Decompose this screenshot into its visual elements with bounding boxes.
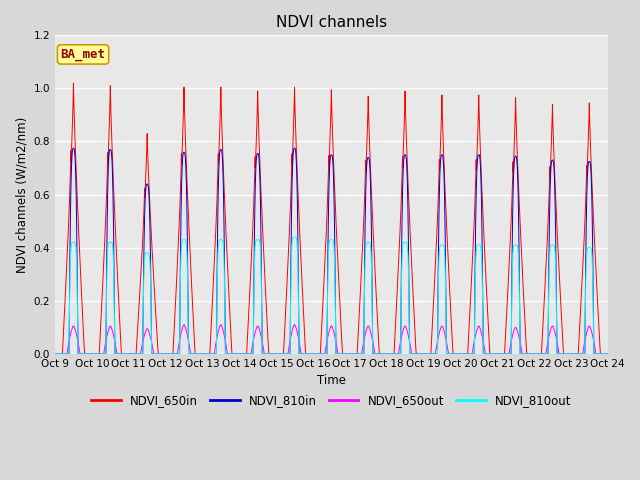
NDVI_650out — [172, 351, 180, 357]
NDVI_810out — [111, 351, 119, 357]
NDVI_810in — [184, 271, 191, 277]
NDVI_650in — [51, 351, 59, 357]
NDVI_810in — [344, 351, 351, 357]
NDVI_810out — [184, 285, 191, 291]
Legend: NDVI_650in, NDVI_810in, NDVI_650out, NDVI_810out: NDVI_650in, NDVI_810in, NDVI_650out, NDV… — [86, 389, 576, 411]
NDVI_810out — [172, 351, 180, 357]
NDVI_650in — [184, 196, 191, 202]
Line: NDVI_810out: NDVI_810out — [55, 237, 608, 354]
NDVI_650out — [344, 351, 351, 357]
NDVI_810out — [291, 234, 298, 240]
Y-axis label: NDVI channels (W/m2/nm): NDVI channels (W/m2/nm) — [15, 117, 28, 273]
NDVI_650in — [111, 224, 119, 230]
NDVI_810out — [51, 351, 59, 357]
NDVI_650in — [344, 351, 351, 357]
NDVI_650in — [68, 114, 76, 120]
NDVI_810out — [344, 351, 351, 357]
NDVI_810in — [604, 351, 612, 357]
NDVI_650out — [604, 351, 612, 357]
Line: NDVI_650out: NDVI_650out — [55, 324, 608, 354]
NDVI_810out — [604, 351, 612, 357]
Line: NDVI_810in: NDVI_810in — [55, 148, 608, 354]
Text: BA_met: BA_met — [61, 48, 106, 61]
NDVI_810out — [531, 351, 538, 357]
NDVI_810in — [70, 145, 77, 151]
Line: NDVI_650in: NDVI_650in — [55, 83, 608, 354]
NDVI_650in — [172, 284, 180, 290]
NDVI_810out — [68, 240, 76, 245]
Title: NDVI channels: NDVI channels — [276, 15, 387, 30]
NDVI_650out — [111, 341, 119, 347]
NDVI_810in — [531, 351, 538, 357]
NDVI_650in — [531, 351, 538, 357]
NDVI_810in — [68, 146, 76, 152]
NDVI_650in — [70, 80, 77, 86]
NDVI_650out — [184, 334, 191, 340]
NDVI_650out — [531, 351, 538, 357]
NDVI_650in — [604, 351, 612, 357]
NDVI_650out — [51, 351, 59, 357]
NDVI_650out — [68, 324, 76, 330]
NDVI_650out — [180, 322, 188, 327]
NDVI_810in — [172, 351, 180, 357]
NDVI_810in — [111, 351, 119, 357]
X-axis label: Time: Time — [317, 374, 346, 387]
NDVI_810in — [51, 351, 59, 357]
